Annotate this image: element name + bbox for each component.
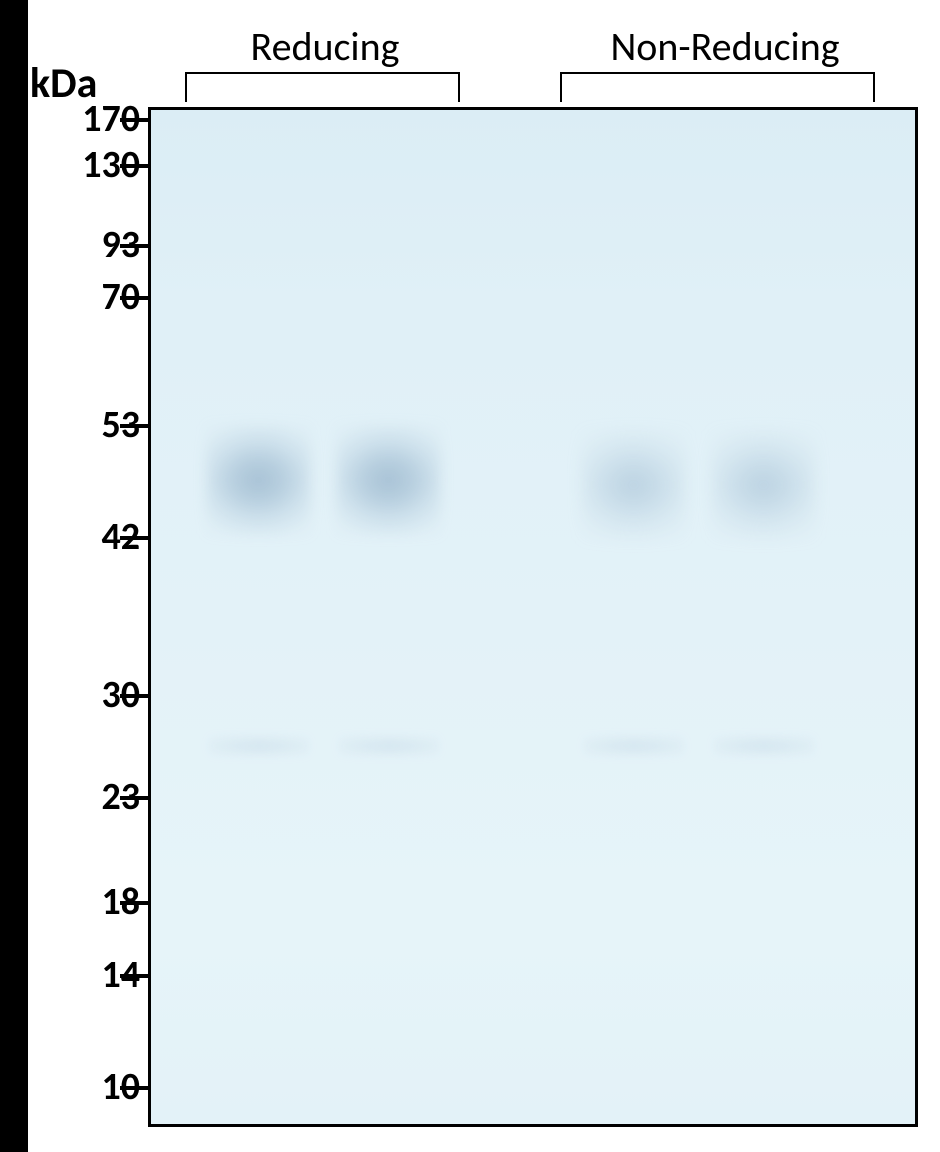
band-lane1-main (206, 425, 311, 535)
marker-tick-23 (120, 796, 148, 800)
band-lane3-main (581, 430, 686, 540)
marker-tick-170 (120, 118, 148, 122)
marker-tick-10 (120, 1086, 148, 1090)
bracket-nonreducing (560, 72, 875, 102)
marker-tick-93 (120, 244, 148, 248)
marker-tick-18 (120, 901, 148, 905)
bracket-reducing (185, 72, 460, 102)
marker-tick-70 (120, 296, 148, 300)
gel-area (148, 107, 918, 1127)
marker-tick-30 (120, 694, 148, 698)
band-lane2-faint (339, 735, 439, 757)
band-lane3-faint (584, 735, 684, 757)
marker-tick-53 (120, 424, 148, 428)
band-lane4-main (711, 430, 816, 540)
condition-label-nonreducing: Non-Reducing (565, 22, 885, 71)
marker-tick-42 (120, 536, 148, 540)
marker-tick-130 (120, 164, 148, 168)
marker-tick-14 (120, 974, 148, 978)
band-lane2-main (336, 425, 441, 535)
band-lane1-faint (209, 735, 309, 757)
gel-figure-container: kDa Reducing Non-Reducing 170 130 93 70 … (0, 0, 940, 1152)
left-black-stripe (0, 0, 28, 1152)
band-lane4-faint (714, 735, 814, 757)
condition-label-reducing: Reducing (210, 22, 440, 71)
